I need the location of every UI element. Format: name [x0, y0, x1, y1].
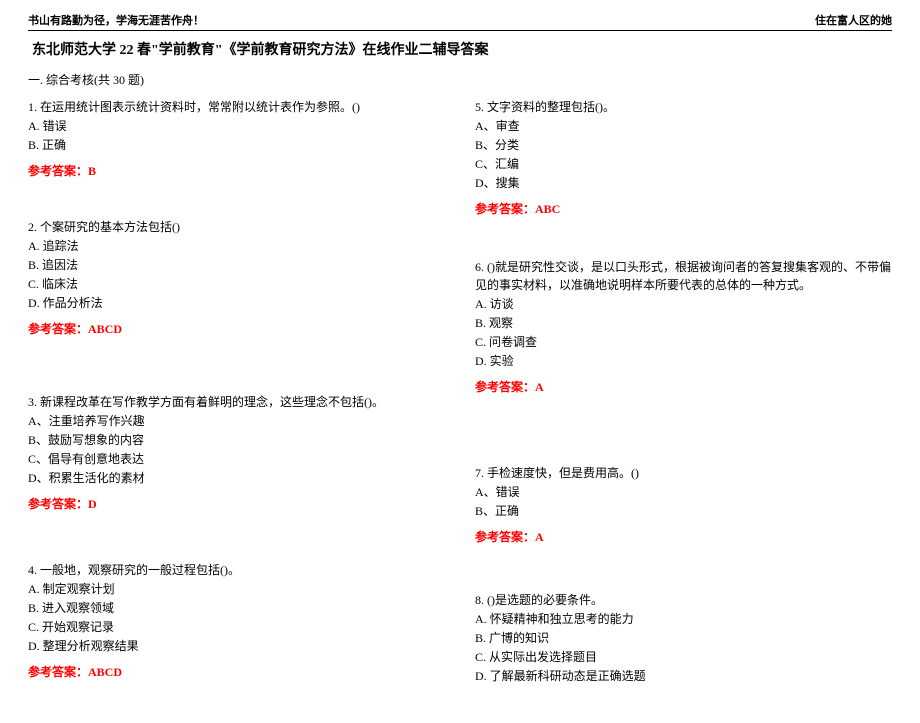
- option-d: D. 实验: [475, 352, 892, 370]
- question-text: 7. 手检速度快，但是费用高。(): [475, 464, 892, 482]
- question-text: 6. ()就是研究性交谈，是以口头形式，根据被询问者的答复搜集客观的、不带偏见的…: [475, 258, 892, 294]
- option-c: C、汇编: [475, 155, 892, 173]
- header-motto: 书山有路勤为径，学海无涯苦作舟！: [28, 12, 204, 28]
- question-2: 2. 个案研究的基本方法包括() A. 追踪法 B. 追因法 C. 临床法 D.…: [28, 218, 445, 338]
- option-b: B. 正确: [28, 136, 445, 154]
- question-text: 8. ()是选题的必要条件。: [475, 591, 892, 609]
- option-b: B. 观察: [475, 314, 892, 332]
- option-d: D、搜集: [475, 174, 892, 192]
- option-a: A、审查: [475, 117, 892, 135]
- option-a: A. 访谈: [475, 295, 892, 313]
- answer-label: 参考答案：ABC: [475, 200, 892, 218]
- question-1: 1. 在运用统计图表示统计资料时，常常附以统计表作为参照。() A. 错误 B.…: [28, 98, 445, 180]
- answer-label: 参考答案：D: [28, 495, 445, 513]
- option-d: D、积累生活化的素材: [28, 469, 445, 487]
- right-column: 5. 文字资料的整理包括()。 A、审查 B、分类 C、汇编 D、搜集 参考答案…: [475, 98, 892, 723]
- question-4: 4. 一般地，观察研究的一般过程包括()。 A. 制定观察计划 B. 进入观察领…: [28, 561, 445, 681]
- option-b: B. 广博的知识: [475, 629, 892, 647]
- option-d: D. 了解最新科研动态是正确选题: [475, 667, 892, 685]
- option-b: B. 进入观察领域: [28, 599, 445, 617]
- header-right: 住在富人区的她: [815, 12, 892, 28]
- question-8: 8. ()是选题的必要条件。 A. 怀疑精神和独立思考的能力 B. 广博的知识 …: [475, 591, 892, 685]
- question-text: 4. 一般地，观察研究的一般过程包括()。: [28, 561, 445, 579]
- answer-label: 参考答案：ABCD: [28, 320, 445, 338]
- left-column: 1. 在运用统计图表示统计资料时，常常附以统计表作为参照。() A. 错误 B.…: [28, 98, 445, 723]
- option-c: C、倡导有创意地表达: [28, 450, 445, 468]
- option-a: A、错误: [475, 483, 892, 501]
- page-header: 书山有路勤为径，学海无涯苦作舟！ 住在富人区的她: [28, 12, 892, 31]
- content-columns: 1. 在运用统计图表示统计资料时，常常附以统计表作为参照。() A. 错误 B.…: [28, 98, 892, 723]
- question-6: 6. ()就是研究性交谈，是以口头形式，根据被询问者的答复搜集客观的、不带偏见的…: [475, 258, 892, 396]
- option-c: C. 开始观察记录: [28, 618, 445, 636]
- option-d: D. 整理分析观察结果: [28, 637, 445, 655]
- question-text: 2. 个案研究的基本方法包括(): [28, 218, 445, 236]
- question-3: 3. 新课程改革在写作教学方面有着鲜明的理念，这些理念不包括()。 A、注重培养…: [28, 393, 445, 513]
- question-5: 5. 文字资料的整理包括()。 A、审查 B、分类 C、汇编 D、搜集 参考答案…: [475, 98, 892, 218]
- document-title: 东北师范大学 22 春"学前教育"《学前教育研究方法》在线作业二辅导答案: [32, 39, 892, 59]
- option-b: B、鼓励写想象的内容: [28, 431, 445, 449]
- question-text: 1. 在运用统计图表示统计资料时，常常附以统计表作为参照。(): [28, 98, 445, 116]
- question-7: 7. 手检速度快，但是费用高。() A、错误 B、正确 参考答案：A: [475, 464, 892, 546]
- answer-label: 参考答案：A: [475, 528, 892, 546]
- answer-label: 参考答案：A: [475, 378, 892, 396]
- option-a: A、注重培养写作兴趣: [28, 412, 445, 430]
- question-text: 3. 新课程改革在写作教学方面有着鲜明的理念，这些理念不包括()。: [28, 393, 445, 411]
- option-a: A. 制定观察计划: [28, 580, 445, 598]
- option-b: B、分类: [475, 136, 892, 154]
- question-text: 5. 文字资料的整理包括()。: [475, 98, 892, 116]
- option-d: D. 作品分析法: [28, 294, 445, 312]
- option-a: A. 错误: [28, 117, 445, 135]
- option-b: B. 追因法: [28, 256, 445, 274]
- option-b: B、正确: [475, 502, 892, 520]
- option-c: C. 临床法: [28, 275, 445, 293]
- option-a: A. 怀疑精神和独立思考的能力: [475, 610, 892, 628]
- answer-label: 参考答案：B: [28, 162, 445, 180]
- option-a: A. 追踪法: [28, 237, 445, 255]
- section-heading: 一. 综合考核(共 30 题): [28, 71, 892, 88]
- answer-label: 参考答案：ABCD: [28, 663, 445, 681]
- option-c: C. 问卷调查: [475, 333, 892, 351]
